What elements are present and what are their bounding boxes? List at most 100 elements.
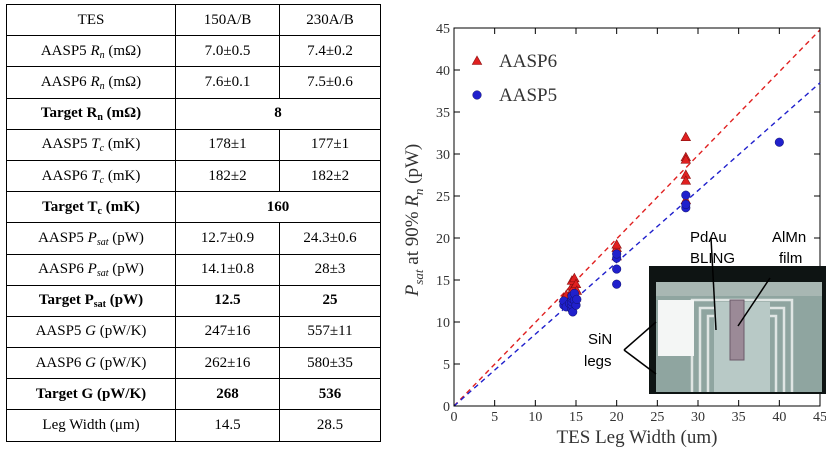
x-tick-label: 5 <box>491 410 498 425</box>
table-header-cell: 230A/B <box>279 3 381 37</box>
y-tick-label: 15 <box>436 274 450 289</box>
table-row-label: AASP5 G (pW/K) <box>6 315 176 349</box>
table-row: AASP6 Psat (pW) 14.1±0.8 28±3 <box>6 253 381 286</box>
table-cell: 268 <box>175 378 280 411</box>
tes-parameter-table: TES 150A/B 230A/B AASP5 Rn (mΩ) 7.0±0.5 7.4±0… <box>6 3 381 442</box>
table-cell: 8 <box>175 97 381 130</box>
table-cell: 28.5 <box>279 409 381 442</box>
data-point-aasp5 <box>681 190 691 200</box>
fit-lines <box>453 29 821 407</box>
table-row-label: AASP6 Psat (pW) <box>6 253 176 286</box>
legend-label-aasp5: AASP5 <box>499 85 557 106</box>
y-tick-label: 10 <box>436 316 450 331</box>
table-row: Target Rn (mΩ) 8 <box>6 97 381 130</box>
table-cell: 7.4±0.2 <box>279 35 381 68</box>
table-cell: 25 <box>279 284 381 317</box>
y-tick-label: 5 <box>443 358 450 373</box>
y-tick-label: 30 <box>436 148 450 163</box>
table-row-label: AASP6 Rn (mΩ) <box>6 66 176 99</box>
data-point-aasp5 <box>774 137 784 147</box>
x-tick-label: 30 <box>691 410 705 425</box>
data-point-aasp6 <box>680 131 692 141</box>
table-row-label: AASP6 G (pW/K) <box>6 347 176 380</box>
x-tick-label: 0 <box>451 410 458 425</box>
table-row-label: AASP6 Tc (mK) <box>6 159 176 193</box>
sin-label-line2: legs <box>584 353 612 370</box>
plot-frame <box>453 27 821 407</box>
table-cell: 12.5 <box>175 284 280 317</box>
legend-label-aasp6: AASP6 <box>499 51 557 72</box>
table-cell: 14.5 <box>175 409 280 442</box>
table-row: AASP5 G (pW/K) 247±16 557±11 <box>6 315 381 349</box>
almn-pointer-line <box>737 277 771 327</box>
table-row-label: AASP5 Tc (mK) <box>6 128 176 161</box>
table-cell: 7.0±0.5 <box>175 35 280 68</box>
y-tick-label: 25 <box>436 190 450 205</box>
y-tick-label: 20 <box>436 232 450 247</box>
table-row: AASP6 G (pW/K) 262±16 580±35 <box>6 347 381 380</box>
pdau-label-line1: PdAu <box>690 229 727 246</box>
psat-vs-leg-width-chart: 0 5 10 15 20 25 30 35 40 45 0 5 10 15 20 25 30 35 40 45 PdA… <box>402 22 826 448</box>
table-cell: 262±16 <box>175 347 280 380</box>
data-point-aasp5 <box>612 264 622 274</box>
sin-label-line1: SiN <box>588 331 612 348</box>
table-cell: 24.3±0.6 <box>279 222 381 255</box>
table-row: Target Tc (mK) 160 <box>6 191 381 224</box>
data-point-aasp5 <box>681 199 691 209</box>
table-row-label: Target Tc (mK) <box>6 191 176 224</box>
sin-pointer-line-upper <box>623 321 657 351</box>
data-point-aasp5 <box>612 249 622 259</box>
table-cell: 536 <box>279 378 381 411</box>
data-point-aasp5 <box>572 294 582 304</box>
table-cell: 247±16 <box>175 315 280 349</box>
fit-line-aasp5 <box>453 82 821 407</box>
table-row: AASP5 Psat (pW) 12.7±0.9 24.3±0.6 <box>6 222 381 255</box>
table-cell: 178±1 <box>175 128 280 161</box>
table-cell: 580±35 <box>279 347 381 380</box>
data-point-aasp6 <box>611 239 622 249</box>
table-cell: 557±11 <box>279 315 381 349</box>
legend-marker-aasp5 <box>472 90 482 100</box>
x-tick-label: 15 <box>569 410 583 425</box>
y-tick-label: 35 <box>436 106 450 121</box>
y-axis-label: Psat at 90% Rn (pW) <box>402 144 426 298</box>
table-header-row: TES 150A/B 230A/B <box>6 3 381 37</box>
sin-pointer-line-lower <box>623 349 657 375</box>
x-tick-label: 20 <box>610 410 624 425</box>
table-row: Target Psat (pW) 12.5 25 <box>6 284 381 317</box>
x-tick-label: 45 <box>813 410 826 425</box>
table-cell: 177±1 <box>279 128 381 161</box>
x-tick-label: 35 <box>732 410 746 425</box>
data-points <box>558 131 784 317</box>
data-point-aasp5 <box>612 279 622 289</box>
y-tick-label: 40 <box>436 64 450 79</box>
pdau-pointer-line <box>710 237 717 331</box>
axis-ticks: 0 5 10 15 20 25 30 35 40 45 0 5 10 15 20 25 30 35 40 45 <box>436 22 826 425</box>
table-cell: 28±3 <box>279 253 381 286</box>
pdau-label-line2: BLING <box>690 250 735 267</box>
table-cell: 7.5±0.6 <box>279 66 381 99</box>
table-row-label: AASP5 Psat (pW) <box>6 222 176 255</box>
sin-label-backdrop <box>658 300 694 356</box>
x-axis-label: TES Leg Width (um) <box>557 427 718 448</box>
table-row: AASP6 Tc (mK) 182±2 182±2 <box>6 159 381 193</box>
data-point-aasp6 <box>680 175 692 185</box>
y-tick-label: 45 <box>436 22 450 37</box>
table-row: Target G (pW/K) 268 536 <box>6 378 381 411</box>
table-row-label: AASP5 Rn (mΩ) <box>6 35 176 68</box>
fit-line-aasp6 <box>453 29 821 407</box>
data-point-aasp6 <box>680 154 692 164</box>
x-tick-label: 40 <box>772 410 786 425</box>
legend-marker-aasp6 <box>471 55 483 65</box>
table-cell: 182±2 <box>175 159 280 193</box>
device-photo-inset: PdAu BLING AlMn film SiN legs <box>584 229 826 394</box>
inset-photo-top-band <box>656 282 822 296</box>
table-row-label: Target Rn (mΩ) <box>6 97 176 130</box>
table-cell: 160 <box>175 191 381 224</box>
x-tick-label: 25 <box>650 410 664 425</box>
almn-film-patch <box>729 299 745 361</box>
table-row: AASP5 Rn (mΩ) 7.0±0.5 7.4±0.2 <box>6 35 381 68</box>
chart-legend: AASP6 AASP5 <box>471 51 557 106</box>
table-cell: 14.1±0.8 <box>175 253 280 286</box>
y-tick-label: 0 <box>443 400 450 415</box>
